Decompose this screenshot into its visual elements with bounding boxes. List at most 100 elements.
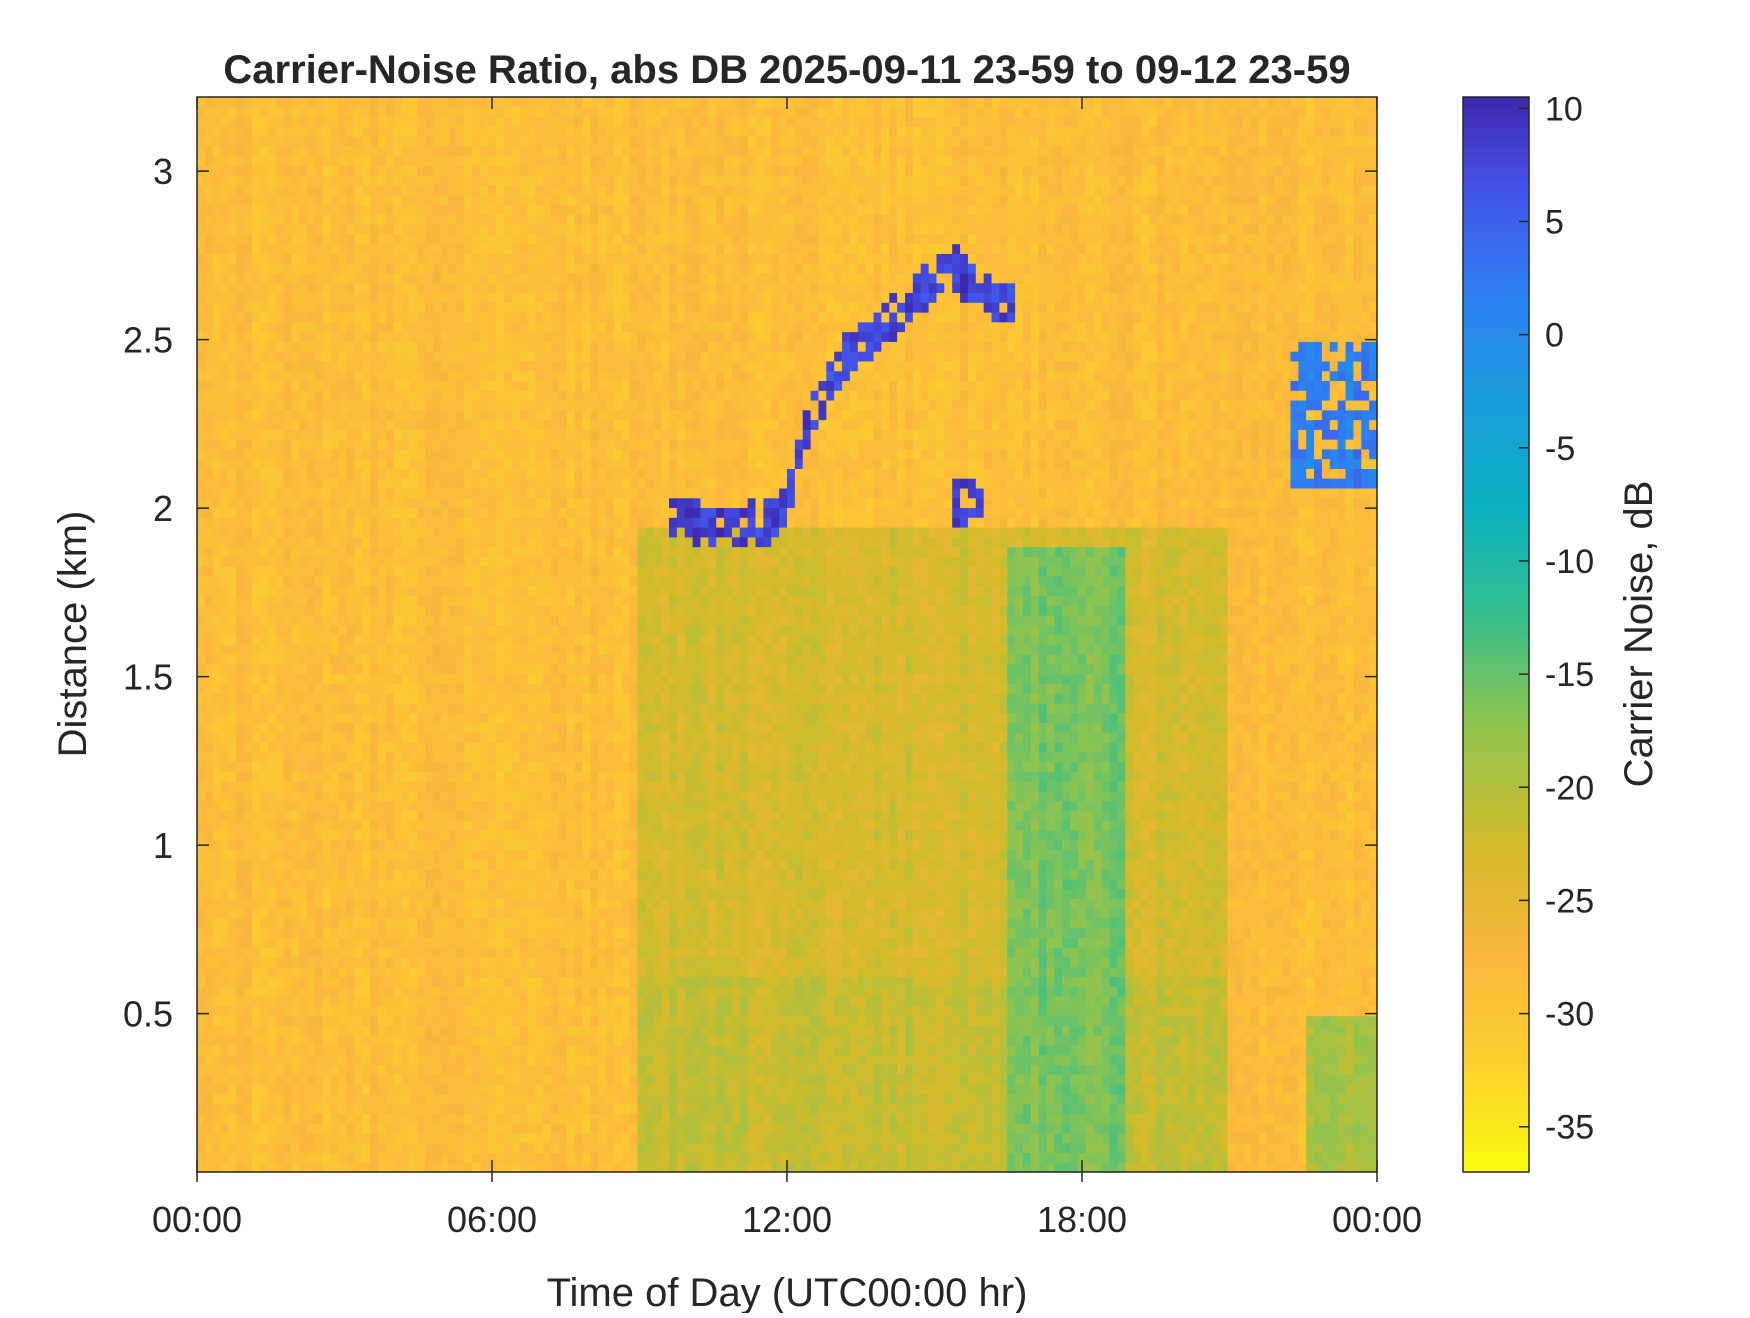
heatmap-cell <box>370 790 379 802</box>
heatmap-cell <box>291 702 300 714</box>
heatmap-cell <box>401 712 410 724</box>
heatmap-cell <box>480 1064 489 1075</box>
heatmap-cell <box>433 761 442 772</box>
heatmap-cell <box>346 507 355 518</box>
heatmap-cell <box>425 634 434 645</box>
heatmap-cell <box>543 947 552 958</box>
heatmap-cell <box>291 898 300 909</box>
heatmap-cell <box>228 253 237 264</box>
heatmap-cell <box>244 1015 253 1027</box>
heatmap-cell <box>425 351 434 362</box>
heatmap-cell <box>236 419 245 430</box>
heatmap-cell <box>495 478 505 489</box>
heatmap-cell <box>197 390 206 401</box>
heatmap-cell <box>259 966 269 978</box>
heatmap-cell <box>527 673 536 684</box>
heatmap-cell <box>527 585 536 597</box>
heatmap-cell <box>401 351 410 362</box>
heatmap-cell <box>433 458 442 469</box>
heatmap-cell <box>535 654 544 665</box>
heatmap-cell <box>346 654 355 665</box>
heatmap-cell <box>409 439 418 450</box>
heatmap-cell <box>315 429 324 440</box>
heatmap-cell <box>275 976 285 987</box>
heatmap-cell <box>212 360 222 372</box>
heatmap-cell <box>385 1093 395 1105</box>
heatmap-cell <box>385 341 395 352</box>
heatmap-cell <box>370 1152 379 1163</box>
heatmap-cell <box>417 527 426 538</box>
heatmap-cell <box>197 263 206 274</box>
heatmap-cell <box>448 732 458 743</box>
heatmap-cell <box>236 263 245 274</box>
heatmap-cell <box>440 898 450 909</box>
heatmap-cell <box>425 1152 434 1163</box>
heatmap-cell <box>385 1054 395 1066</box>
heatmap-cell <box>409 556 418 567</box>
heatmap-cell <box>259 1084 269 1095</box>
heatmap-cell <box>283 341 292 352</box>
heatmap-cell <box>495 116 505 127</box>
heatmap-cell <box>488 399 497 411</box>
heatmap-cell <box>425 136 434 147</box>
heatmap-cell <box>480 155 489 167</box>
heatmap-cell <box>456 1152 466 1163</box>
heatmap-cell <box>283 458 292 469</box>
heatmap-cell <box>362 448 371 460</box>
heatmap-cell <box>527 976 536 987</box>
heatmap-cell <box>275 351 285 362</box>
heatmap-cell <box>551 722 560 733</box>
heatmap-cell <box>315 419 324 430</box>
heatmap-cell <box>354 1084 363 1095</box>
heatmap-cell <box>220 663 230 675</box>
heatmap-cell <box>440 878 450 890</box>
heatmap-cell <box>267 370 277 382</box>
heatmap-cell <box>440 947 450 958</box>
heatmap-cell <box>448 986 458 997</box>
heatmap-cell <box>503 370 513 382</box>
heatmap-cell <box>275 575 285 587</box>
heatmap-cell <box>244 751 253 763</box>
heatmap-cell <box>346 106 355 118</box>
heatmap-cell <box>393 800 403 812</box>
heatmap-cell <box>267 527 277 538</box>
heatmap-cell <box>519 321 528 333</box>
heatmap-cell <box>338 683 348 694</box>
heatmap-cell <box>299 1142 308 1154</box>
heatmap-cell <box>527 1142 536 1154</box>
heatmap-cell <box>527 448 536 460</box>
heatmap-cell <box>464 439 473 450</box>
heatmap-cell <box>212 331 222 342</box>
heatmap-cell <box>315 233 324 245</box>
heatmap-cell <box>259 263 269 274</box>
heatmap-cell <box>495 820 505 831</box>
heatmap-cell <box>464 546 473 557</box>
heatmap-cell <box>417 566 426 577</box>
heatmap-cell <box>275 957 285 968</box>
heatmap-cell <box>456 771 466 782</box>
heatmap-cell <box>543 263 552 274</box>
heatmap-cell <box>346 253 355 264</box>
heatmap-cell <box>417 1132 426 1144</box>
heatmap-cell <box>354 771 363 782</box>
heatmap-cell <box>472 439 481 450</box>
heatmap-cell <box>197 1162 206 1173</box>
heatmap-cell <box>464 1132 473 1144</box>
heatmap-cell <box>433 263 442 274</box>
heatmap-cell <box>259 331 269 342</box>
heatmap-cell <box>551 771 560 782</box>
heatmap-cell <box>354 751 363 763</box>
heatmap-cell <box>338 927 348 939</box>
heatmap-cell <box>330 478 340 489</box>
heatmap-cell <box>503 194 513 206</box>
heatmap-cell <box>370 986 379 997</box>
heatmap-cell <box>362 829 371 841</box>
heatmap-cell <box>464 712 473 724</box>
heatmap-cell <box>377 605 387 616</box>
heatmap-cell <box>204 937 214 948</box>
heatmap-cell <box>244 302 253 313</box>
heatmap-cell <box>330 605 340 616</box>
heatmap-cell <box>212 292 222 303</box>
heatmap-cell <box>338 810 348 821</box>
heatmap-cell <box>330 585 340 597</box>
